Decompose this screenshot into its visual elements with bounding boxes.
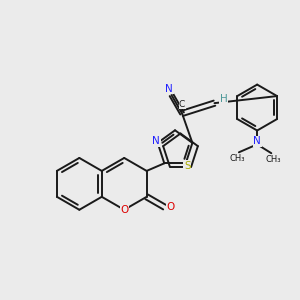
Text: CH₃: CH₃ bbox=[230, 154, 245, 163]
Text: N: N bbox=[165, 84, 173, 94]
Text: C: C bbox=[179, 100, 185, 109]
Text: O: O bbox=[167, 202, 175, 212]
Text: H: H bbox=[220, 94, 228, 104]
Text: O: O bbox=[120, 205, 128, 215]
Text: N: N bbox=[152, 136, 160, 146]
Text: CH₃: CH₃ bbox=[265, 155, 280, 164]
Text: N: N bbox=[253, 136, 261, 146]
Text: S: S bbox=[184, 161, 190, 171]
